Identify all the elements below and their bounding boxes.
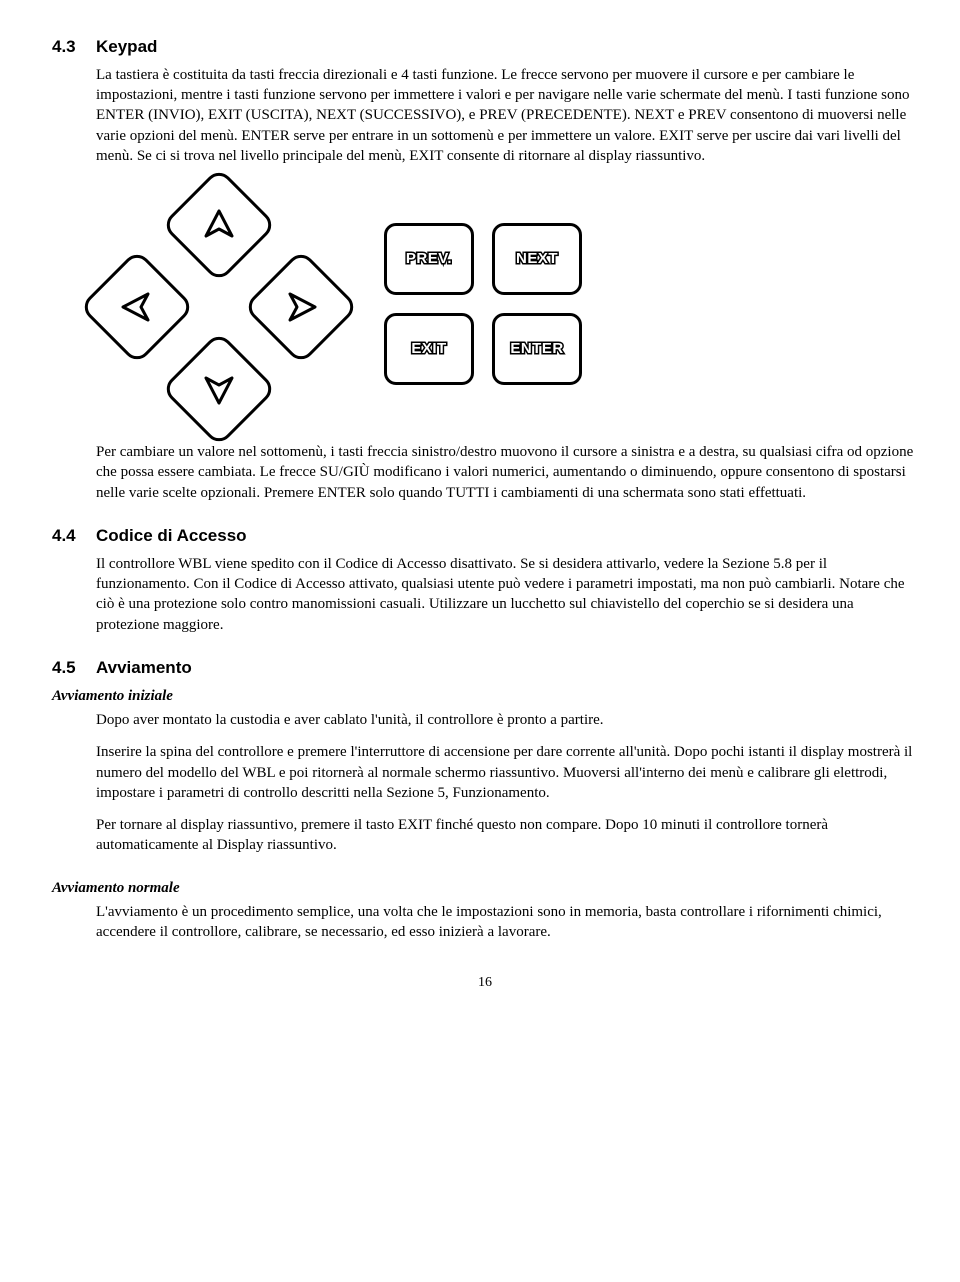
section-4-3-number: 4.3 <box>52 36 96 59</box>
avv-init-p2: Inserire la spina del controllore e prem… <box>96 742 918 803</box>
arrow-down-icon <box>202 372 236 406</box>
section-4-5-number: 4.5 <box>52 657 96 680</box>
dpad <box>96 184 336 424</box>
section-4-4-body: Il controllore WBL viene spedito con il … <box>96 554 918 635</box>
arrow-up-button <box>161 167 277 283</box>
next-button: NEXTNEXT <box>492 223 582 295</box>
keypad-figure: PREV.PREV. NEXTNEXT EXITEXIT ENTERENTER <box>96 184 918 424</box>
avviamento-normale-title: Avviamento normale <box>52 878 918 898</box>
section-4-4-title: Codice di Accesso <box>96 526 247 545</box>
exit-button: EXITEXIT <box>384 313 474 385</box>
section-4-3-heading: 4.3Keypad <box>52 36 918 59</box>
section-4-4-para: Il controllore WBL viene spedito con il … <box>96 554 918 635</box>
arrow-left-button <box>79 249 195 365</box>
avv-init-p1: Dopo aver montato la custodia e aver cab… <box>96 710 918 730</box>
arrow-up-icon <box>202 208 236 242</box>
page-number: 16 <box>52 974 918 993</box>
arrow-right-icon <box>284 290 318 324</box>
arrow-down-button <box>161 331 277 447</box>
arrow-right-button <box>243 249 359 365</box>
avv-norm-p1: L'avviamento è un procedimento semplice,… <box>96 902 918 943</box>
section-4-3-para2: Per cambiare un valore nel sottomenù, i … <box>96 442 918 503</box>
arrow-left-icon <box>120 290 154 324</box>
section-4-4-number: 4.4 <box>52 525 96 548</box>
section-4-3-para1: La tastiera è costituita da tasti frecci… <box>96 65 918 166</box>
avviamento-normale-body: L'avviamento è un procedimento semplice,… <box>96 902 918 943</box>
section-4-5-title: Avviamento <box>96 658 192 677</box>
section-4-4-heading: 4.4Codice di Accesso <box>52 525 918 548</box>
section-4-3-body: La tastiera è costituita da tasti frecci… <box>96 65 918 503</box>
enter-button: ENTERENTER <box>492 313 582 385</box>
avv-init-p3: Per tornare al display riassuntivo, prem… <box>96 815 918 856</box>
section-4-5-heading: 4.5Avviamento <box>52 657 918 680</box>
avviamento-iniziale-title: Avviamento iniziale <box>52 686 918 706</box>
section-4-3-title: Keypad <box>96 37 157 56</box>
avviamento-iniziale-body: Dopo aver montato la custodia e aver cab… <box>96 710 918 856</box>
prev-button: PREV.PREV. <box>384 223 474 295</box>
function-keys: PREV.PREV. NEXTNEXT EXITEXIT ENTERENTER <box>384 223 582 385</box>
